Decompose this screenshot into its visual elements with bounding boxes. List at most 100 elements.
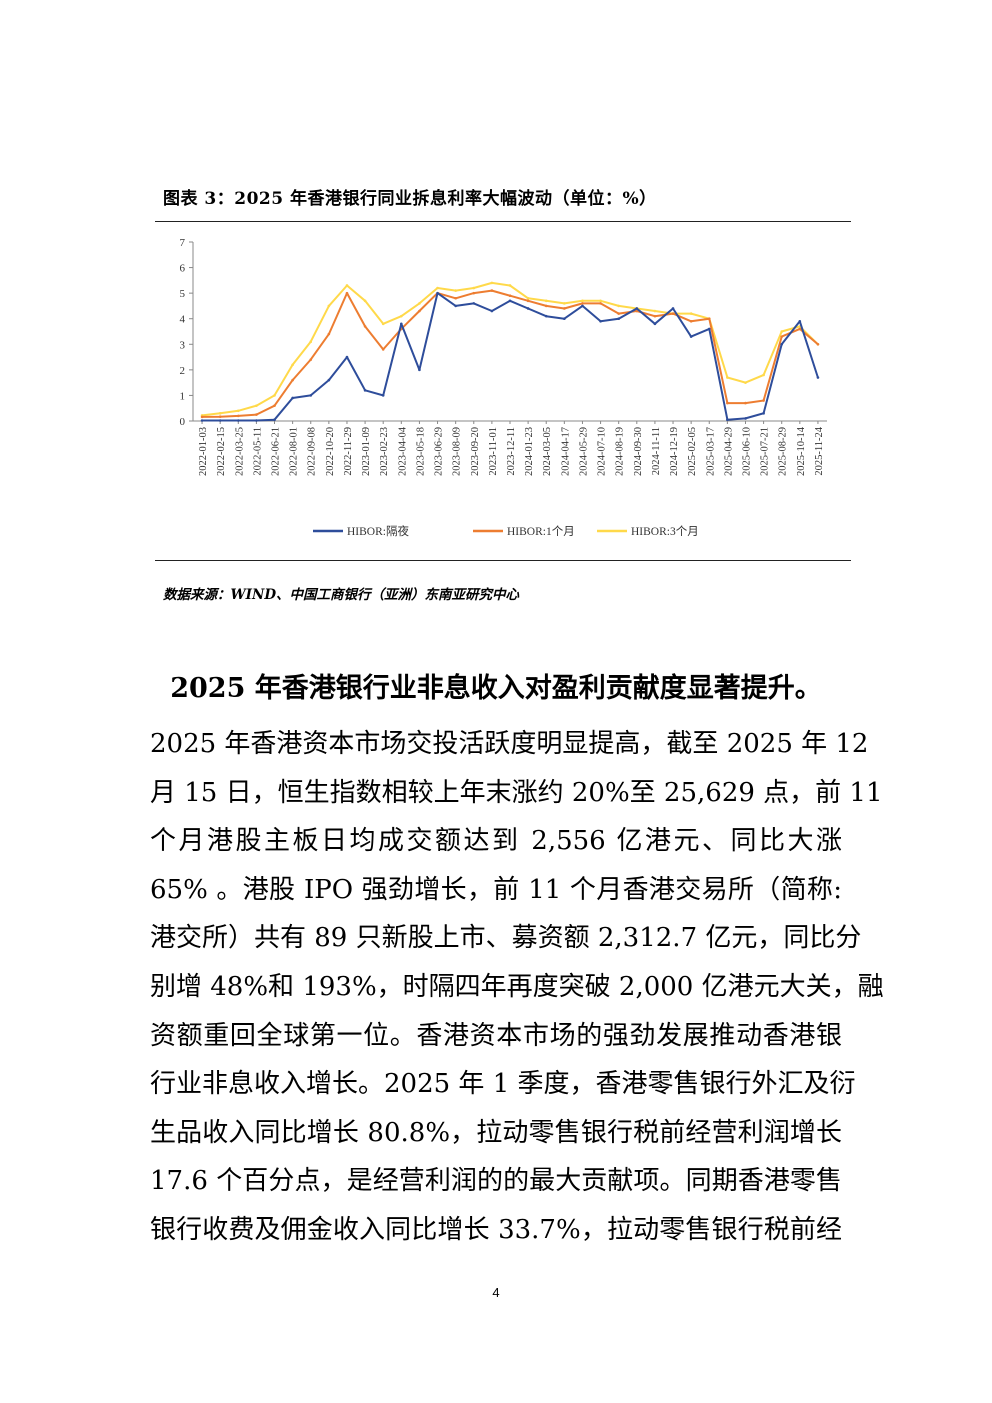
series-point [218,415,222,418]
figure-top-rule [155,221,851,222]
series-point [291,363,294,367]
body-line: 个月港股主板日均成交额达到 2,556 亿港元、同比大涨 [150,826,842,857]
x-tick-label: 2024-01-23 [524,427,535,476]
series-point [544,314,548,318]
section-heading: 2025 年香港银行业非息收入对盈利贡献度显著提升。 [170,673,822,704]
x-tick-label: 2024-05-29 [578,427,589,476]
x-tick-label: 2023-02-23 [379,427,390,476]
series-point [291,378,294,382]
series-point [726,376,729,379]
series-point [581,302,584,305]
series-point [436,291,439,295]
series-line [202,292,819,422]
series-point [418,309,421,313]
series-point [744,381,747,384]
y-tick-label: 4 [180,314,186,326]
series-point [418,302,421,305]
series-point [726,418,729,422]
body-line: 2025 年香港资本市场交投活跃度明显提高，截至 2025 年 12 [150,729,869,759]
series-point [327,304,331,308]
legend-label: HIBOR:隔夜 [347,524,409,538]
series-point [309,340,313,344]
y-tick-label: 3 [180,339,186,351]
series-point [490,281,494,285]
series-point [689,312,693,315]
series-point [617,304,620,308]
series-point [762,399,765,402]
series-point [544,299,548,303]
series-point [327,332,331,336]
series-point [508,294,512,297]
series-point [798,327,802,331]
series-point [635,307,639,310]
series-point [454,296,457,300]
x-tick-label: 2023-09-20 [470,427,481,476]
figure-source: 数据来源：WIND、中国工商银行（亚洲）东南亚研究中心 [163,587,520,603]
x-tick-label: 2025-03-17 [705,427,716,476]
series-point [454,289,457,292]
series-point [726,401,729,405]
series-point [381,348,385,351]
series-point [454,304,457,308]
x-tick-label: 2023-08-09 [452,427,463,476]
series-point [526,296,530,300]
body-line: 港交所）共有 89 只新股上市、募资额 2,312.7 亿元，同比分 [150,923,862,954]
series-point [762,373,765,377]
series-point [255,413,258,416]
x-tick-label: 2024-07-10 [597,427,608,476]
x-tick-label: 2025-08-29 [778,427,789,476]
x-tick-label: 2022-06-21 [271,427,282,476]
series-point [418,368,421,372]
series-point [255,404,258,407]
x-tick-label: 2023-01-09 [361,427,372,476]
series-point [490,309,494,313]
series-point [744,417,747,420]
series-point [707,327,711,331]
series-point [599,319,602,323]
x-tick-label: 2022-08-01 [289,427,300,476]
series-point [309,394,313,397]
body-line: 银行收费及佣金收入同比增长 33.7%，拉动零售银行税前经 [150,1214,842,1245]
y-tick-label: 2 [180,365,186,377]
series-point [327,378,331,382]
x-tick-label: 2022-02-15 [216,427,227,476]
y-tick-label: 0 [180,416,186,428]
series-point [363,389,367,392]
series-point [236,414,240,418]
body-line: 17.6 个百分点，是经营利润的的最大贡献项。同期香港零售 [150,1166,842,1197]
series-point [400,322,403,326]
legend-label: HIBOR:1个月 [507,525,575,538]
series-point [816,342,820,346]
y-tick-label: 6 [180,263,186,275]
series-point [526,299,530,303]
series-point [744,401,747,405]
series-point [563,317,566,321]
x-tick-label: 2022-11-29 [343,427,354,476]
series-point [581,304,584,308]
series-point [671,307,675,310]
y-tick-label: 7 [180,237,186,249]
x-tick-label: 2022-03-25 [234,427,245,476]
series-point [798,319,802,323]
figure-bottom-rule [155,560,851,561]
series-point [345,355,349,359]
series-point [255,419,258,422]
series-point [762,412,765,415]
series-point [236,409,240,413]
series-point [345,291,349,295]
series-point [526,307,530,310]
series-point [291,396,294,400]
body-line: 别增 48%和 193%，时隔四年再度突破 2,000 亿港元大关，融 [150,971,884,1002]
body-line: 月 15 日，恒生指数相较上年末涨约 20%至 25,629 点，前 11 [150,777,883,808]
series-point [472,291,476,295]
series-point [472,302,476,305]
x-tick-label: 2023-05-18 [415,427,426,476]
series-point [508,299,512,303]
x-tick-label: 2024-12-19 [669,427,680,476]
series-point [381,394,385,397]
x-tick-label: 2022-09-08 [307,427,318,476]
series-point [635,309,639,313]
x-tick-label: 2025-04-29 [723,427,734,476]
legend-label: HIBOR:3个月 [631,525,699,538]
series-point [780,330,784,333]
